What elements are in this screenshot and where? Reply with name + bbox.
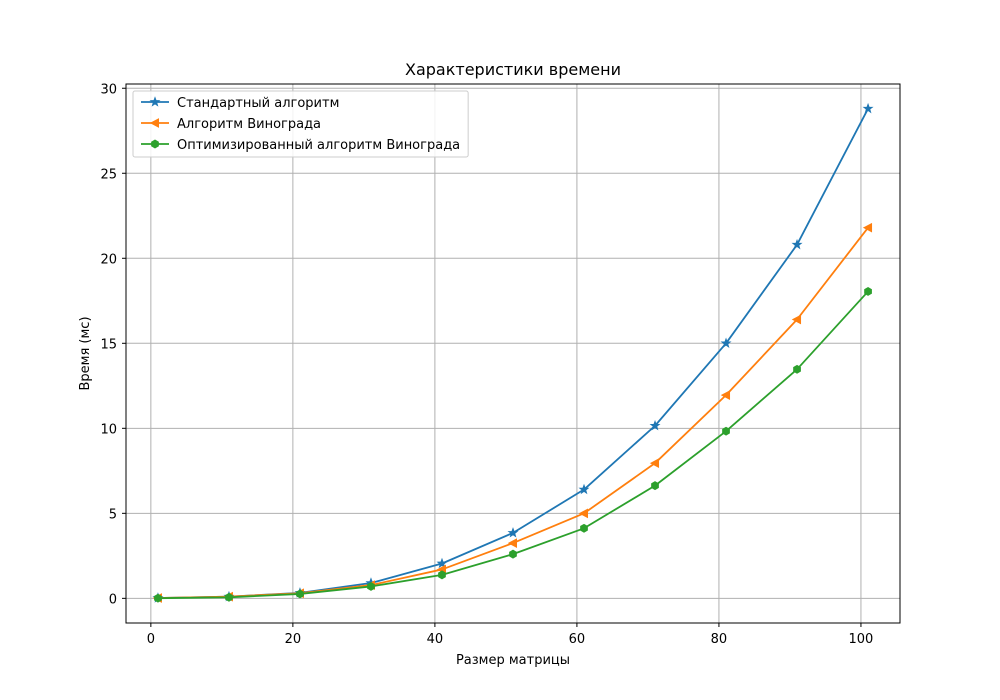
data-point (578, 483, 590, 495)
data-point (509, 549, 517, 559)
data-point (864, 286, 872, 296)
y-tick-label: 20 (100, 252, 117, 267)
data-point (720, 390, 731, 401)
y-axis-label: Время (мс) (78, 316, 93, 390)
legend-box (132, 90, 469, 158)
data-point (649, 419, 661, 431)
x-tick-label: 60 (569, 632, 586, 647)
x-tick-label: 40 (427, 632, 444, 647)
data-point (436, 557, 448, 569)
plot-frame (125, 83, 901, 624)
data-point (507, 538, 517, 548)
legend-entry: Алгоритм Винограда (177, 117, 321, 132)
y-tick-label: 10 (100, 422, 117, 437)
chart-title: Характеристики времени (405, 60, 621, 79)
legend-marker (149, 118, 160, 128)
legend-entry: Стандартный алгоритм (177, 96, 339, 111)
data-point (791, 238, 803, 250)
x-tick-label: 20 (285, 632, 302, 647)
data-point (791, 314, 802, 325)
data-point (507, 527, 519, 538)
legend-entry: Оптимизированный алгоритм Винограда (177, 138, 460, 153)
data-point (649, 458, 660, 469)
x-tick-label: 80 (711, 632, 728, 647)
y-tick-label: 0 (109, 592, 117, 607)
data-point (862, 222, 873, 233)
data-point (862, 102, 874, 114)
data-point (793, 364, 801, 374)
legend: Стандартный алгоритм Алгоритм Винограда Оп… (132, 90, 469, 158)
data-point (296, 589, 304, 599)
legend-marker (149, 96, 161, 107)
y-tick-label: 5 (109, 507, 117, 522)
axis-ticks: 0 20 40 60 80 100 0 5 10 15 20 25 30 (100, 82, 873, 647)
data-point (367, 581, 375, 591)
data-point (438, 570, 446, 580)
grid (126, 84, 900, 623)
y-tick-label: 15 (100, 337, 117, 352)
y-tick-label: 25 (100, 167, 117, 182)
legend-marker (151, 139, 159, 149)
x-axis-label: Размер матрицы (456, 653, 570, 668)
data-point (580, 523, 588, 533)
data-point (722, 426, 730, 436)
data-point (720, 337, 732, 348)
data-point (578, 508, 589, 519)
data-point (651, 481, 659, 491)
series-3 (154, 286, 872, 603)
x-tick-label: 0 (147, 632, 155, 647)
data-point (154, 593, 162, 603)
series-layer (152, 102, 874, 603)
x-tick-label: 100 (849, 632, 874, 647)
data-point (225, 592, 233, 602)
y-tick-label: 30 (100, 82, 117, 97)
